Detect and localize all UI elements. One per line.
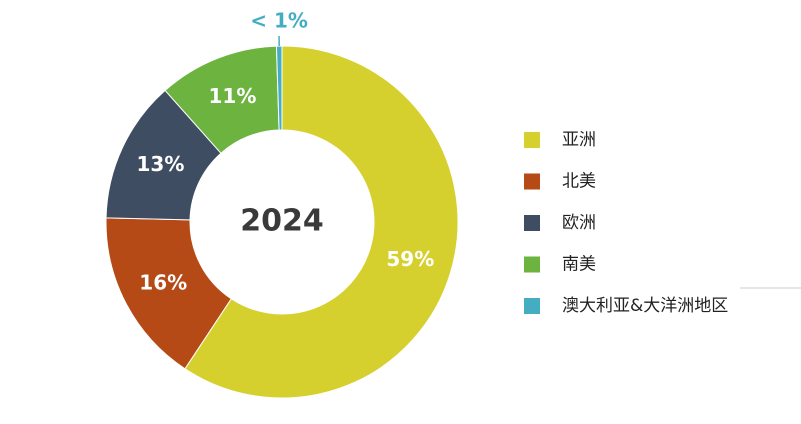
value-label: 13% [136,152,184,176]
legend-label: 南美 [562,255,596,275]
center-label: 2024 [240,204,324,239]
legend-label: 北美 [562,172,596,192]
legend-swatch [524,298,540,314]
legend-swatch [524,215,540,231]
value-label: 16% [139,271,187,295]
legend-swatch [524,132,540,148]
legend-swatch [524,256,540,273]
legend-label: 亚洲 [562,130,596,150]
donut-slice [105,217,232,370]
value-label: 59% [386,247,434,271]
legend-swatch [524,173,540,190]
legend-label: 澳大利亚&大洋洲地区 [562,296,728,316]
legend-label: 欧洲 [562,213,596,233]
value-label: < 1% [250,9,308,33]
value-label: 11% [208,84,256,108]
donut-slice [275,45,283,131]
donut-slice [184,45,459,399]
